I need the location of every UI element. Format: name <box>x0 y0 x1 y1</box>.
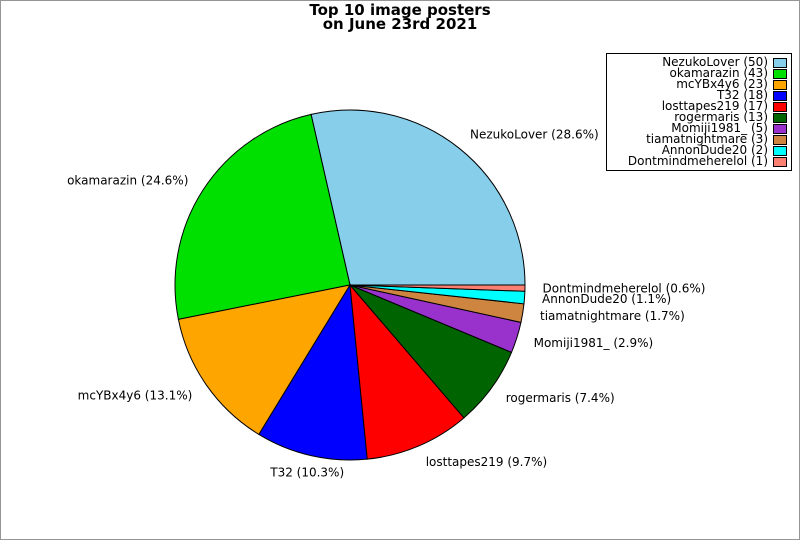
pie-label-tiamatnightmare: tiamatnightmare (1.7%) <box>540 309 685 323</box>
chart-title: Top 10 image posters on June 23rd 2021 <box>0 1 800 33</box>
chart-title-line1: Top 10 image posters <box>309 1 491 19</box>
pie-label-losttapes219: losttapes219 (9.7%) <box>426 455 548 469</box>
pie-label-Dontmindmeherelol: Dontmindmeherelol (0.6%) <box>543 282 706 296</box>
pie-slice-okamarazin <box>174 113 351 320</box>
legend-item-Dontmindmeherelol: Dontmindmeherelol (1) <box>609 154 787 168</box>
legend-color-swatch <box>773 57 787 68</box>
legend-color-swatch <box>773 134 787 145</box>
chart-title-line2: on June 23rd 2021 <box>322 15 478 33</box>
pie-slice-mcYBx4y6 <box>177 284 352 436</box>
legend-item-losttapes219: losttapes219 (17) <box>609 99 787 113</box>
pie-label-NezukoLover: NezukoLover (28.6%) <box>470 128 599 142</box>
pie-label-rogermaris: rogermaris (7.4%) <box>506 391 615 405</box>
pie-label-T32: T32 (10.3%) <box>269 466 344 480</box>
legend-color-swatch <box>773 68 787 79</box>
legend-item-label: okamarazin (43) <box>669 66 768 80</box>
legend-item-label: tiamatnightmare (3) <box>646 132 768 146</box>
pie-label-mcYBx4y6: mcYBx4y6 (13.1%) <box>78 388 193 402</box>
legend-item-NezukoLover: NezukoLover (50) <box>609 55 787 69</box>
legend-color-swatch <box>773 123 787 134</box>
legend-item-label: NezukoLover (50) <box>662 55 768 69</box>
pie-label-AnnonDude20: AnnonDude20 (1.1%) <box>542 292 671 306</box>
legend-color-swatch <box>773 145 787 156</box>
legend-item-Momiji1981_: Momiji1981_ (5) <box>609 121 787 135</box>
legend-item-label: T32 (18) <box>716 88 768 102</box>
legend-item-label: Dontmindmeherelol (1) <box>627 154 768 168</box>
legend-item-rogermaris: rogermaris (13) <box>609 110 787 124</box>
legend-item-tiamatnightmare: tiamatnightmare (3) <box>609 132 787 146</box>
legend-color-swatch <box>773 101 787 112</box>
legend: NezukoLover (50) okamarazin (43) mcYBx4y6 … <box>606 53 792 171</box>
legend-item-label: AnnonDude20 (2) <box>661 143 768 157</box>
legend-color-swatch <box>773 112 787 123</box>
pie-label-Momiji1981_: Momiji1981_ (2.9%) <box>534 336 654 350</box>
legend-color-swatch <box>773 79 787 90</box>
legend-item-label: losttapes219 (17) <box>661 99 768 113</box>
pie-label-okamarazin: okamarazin (24.6%) <box>67 173 188 187</box>
pie-slice-losttapes219 <box>349 283 465 460</box>
legend-item-label: rogermaris (13) <box>674 110 768 124</box>
pie-slice-Dontmindmeherelol <box>349 284 526 292</box>
pie-slice-T32 <box>258 283 368 461</box>
legend-item-okamarazin: okamarazin (43) <box>609 66 787 80</box>
legend-item-AnnonDude20: AnnonDude20 (2) <box>609 143 787 157</box>
legend-item-T32: T32 (18) <box>609 88 787 102</box>
legend-item-label: Momiji1981_ (5) <box>671 121 768 135</box>
legend-item-label: mcYBx4y6 (23) <box>676 77 768 91</box>
legend-color-swatch <box>773 156 787 167</box>
legend-item-mcYBx4y6: mcYBx4y6 (23) <box>609 77 787 91</box>
pie-slice-NezukoLover <box>310 109 526 286</box>
legend-color-swatch <box>773 90 787 101</box>
